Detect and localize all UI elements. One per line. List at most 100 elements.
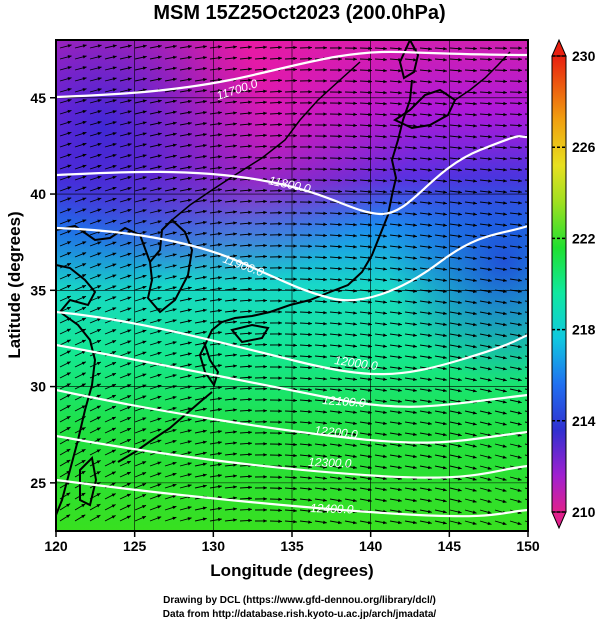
wind-arrowhead: [248, 155, 252, 159]
wind-arrowhead: [96, 515, 101, 519]
wind-arrowhead: [96, 493, 101, 497]
wind-arrowhead: [368, 399, 372, 403]
wind-arrowhead: [112, 164, 117, 169]
wind-arrowhead: [187, 330, 192, 334]
wind-arrowhead: [157, 264, 162, 268]
wind-arrowhead: [218, 133, 222, 137]
wind-arrowhead: [248, 45, 252, 49]
wind-arrowhead: [97, 274, 102, 278]
wind-arrowhead: [488, 157, 492, 161]
wind-arrowhead: [338, 211, 342, 216]
coastlines: [56, 40, 511, 516]
wind-arrowhead: [66, 306, 71, 311]
wind-arrowhead: [502, 521, 507, 526]
wind-arrowhead: [398, 146, 402, 150]
wind-arrowhead: [472, 477, 477, 481]
wind-arrowhead: [263, 56, 267, 60]
wind-arrow: [524, 300, 528, 302]
wind-arrowhead: [502, 499, 507, 503]
wind-arrowhead: [308, 134, 312, 138]
wind-arrowhead: [488, 79, 492, 84]
wind-arrowhead: [97, 77, 102, 81]
wind-arrowhead: [413, 212, 417, 216]
contour-label: 12000.0: [334, 353, 379, 373]
wind-arrowhead: [323, 46, 327, 50]
wind-arrowhead: [427, 487, 432, 492]
wind-arrowhead: [293, 508, 297, 513]
wind-arrowhead: [383, 322, 387, 326]
wind-arrowhead: [323, 123, 327, 127]
wind-arrowhead: [97, 263, 102, 267]
wind-arrowhead: [127, 143, 132, 147]
wind-arrowhead: [398, 355, 402, 359]
wind-arrowhead: [127, 285, 132, 289]
wind-arrowhead: [263, 144, 267, 149]
wind-arrowhead: [97, 88, 102, 92]
wind-arrowhead: [323, 189, 327, 193]
wind-arrowhead: [443, 190, 447, 194]
wind-arrowhead: [187, 121, 192, 126]
wind-arrowhead: [263, 166, 267, 171]
wind-arrowhead: [428, 168, 432, 172]
wind-arrowhead: [142, 373, 147, 377]
wind-arrowhead: [278, 288, 282, 292]
wind-arrowhead: [293, 45, 297, 50]
wind-arrowhead: [127, 165, 132, 169]
wind-arrowhead: [443, 47, 447, 51]
wind-arrowhead: [368, 300, 372, 304]
wind-arrowhead: [458, 289, 462, 294]
wind-arrowhead: [157, 55, 162, 60]
x-tick-label: 120: [44, 538, 68, 554]
wind-arrowhead: [533, 234, 537, 237]
wind-arrowhead: [278, 497, 282, 501]
wind-arrowhead: [187, 352, 192, 356]
wind-arrowhead: [278, 420, 282, 424]
wind-arrowhead: [187, 44, 192, 49]
wind-arrowhead: [172, 55, 177, 60]
wind-arrowhead: [323, 355, 327, 359]
chart-title: MSM 15Z25Oct2023 (200.0hPa): [153, 2, 446, 24]
wind-arrowhead: [413, 311, 417, 315]
wind-arrowhead: [248, 474, 252, 479]
wind-arrowhead: [412, 432, 417, 437]
wind-arrowhead: [66, 339, 71, 343]
wind-arrowhead: [458, 201, 462, 205]
wind-arrowhead: [428, 333, 432, 337]
wind-arrowhead: [308, 244, 312, 248]
wind-arrowhead: [97, 121, 102, 125]
coastline-manchuria: [171, 61, 361, 221]
wind-arrowhead: [293, 431, 297, 436]
wind-arrowhead: [66, 394, 71, 398]
wind-arrowhead: [487, 311, 492, 316]
wind-arrowhead: [323, 266, 327, 271]
wind-arrowhead: [142, 198, 147, 202]
wind-arrowhead: [308, 156, 312, 160]
wind-arrowhead: [308, 465, 312, 469]
wind-arrowhead: [263, 199, 267, 204]
wind-arrowhead: [443, 135, 447, 139]
wind-arrowhead: [443, 58, 447, 62]
wind-arrowhead: [293, 111, 297, 116]
wind-arrowhead: [218, 188, 222, 192]
wind-arrowhead: [293, 497, 297, 502]
wind-arrowhead: [398, 333, 402, 337]
wind-arrowhead: [487, 300, 492, 305]
wind-arrowhead: [187, 55, 192, 60]
wind-arrowhead: [323, 520, 327, 524]
wind-arrowhead: [293, 167, 297, 171]
wind-arrowhead: [503, 212, 507, 216]
wind-arrowhead: [517, 422, 522, 426]
y-axis-label: Latitude (degrees): [5, 211, 24, 358]
wind-arrowhead: [383, 90, 387, 95]
wind-arrowhead: [157, 340, 162, 345]
wind-arrowhead: [202, 275, 207, 280]
wind-arrowhead: [293, 233, 297, 237]
wind-arrowhead: [472, 422, 477, 426]
wind-arrowhead: [97, 66, 102, 70]
wind-arrowhead: [233, 199, 237, 203]
wind-arrowhead: [383, 278, 387, 282]
wind-arrowhead: [202, 286, 207, 291]
wind-arrowhead: [308, 255, 312, 259]
wind-arrowhead: [518, 300, 522, 305]
wind-arrowhead: [248, 342, 252, 347]
